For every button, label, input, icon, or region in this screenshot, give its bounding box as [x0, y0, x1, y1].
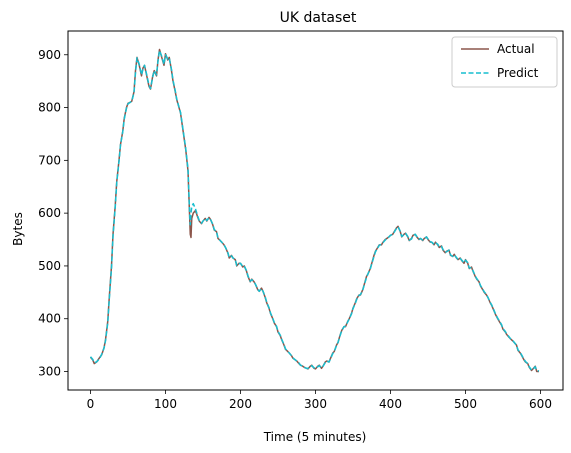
x-tick-label: 500	[454, 397, 477, 411]
x-tick-label: 600	[529, 397, 552, 411]
y-tick-label: 600	[38, 206, 61, 220]
legend-label-actual: Actual	[497, 42, 535, 56]
series-line-predict	[89, 49, 540, 372]
y-tick-label: 700	[38, 153, 61, 167]
y-tick-label: 400	[38, 312, 61, 326]
x-tick-label: 200	[229, 397, 252, 411]
x-tick-label: 100	[154, 397, 177, 411]
y-tick-label: 300	[38, 365, 61, 379]
x-tick-label: 0	[87, 397, 95, 411]
chart-title: UK dataset	[280, 10, 357, 26]
chart-legend: Actual Predict	[451, 36, 558, 88]
x-axis-label: Time (5 minutes)	[263, 430, 367, 444]
legend-label-predict: Predict	[497, 66, 539, 80]
y-tick-label: 500	[38, 259, 61, 273]
axis-ticks: 0 100 200 300 400 500 600 300 400 500 600 700 800 900	[38, 48, 552, 411]
plot-area-frame	[67, 30, 564, 391]
y-tick-label: 800	[38, 101, 61, 115]
y-axis-label: Bytes	[11, 212, 25, 246]
x-tick-label: 300	[304, 397, 327, 411]
x-tick-label: 400	[379, 397, 402, 411]
y-tick-label: 900	[38, 48, 61, 62]
